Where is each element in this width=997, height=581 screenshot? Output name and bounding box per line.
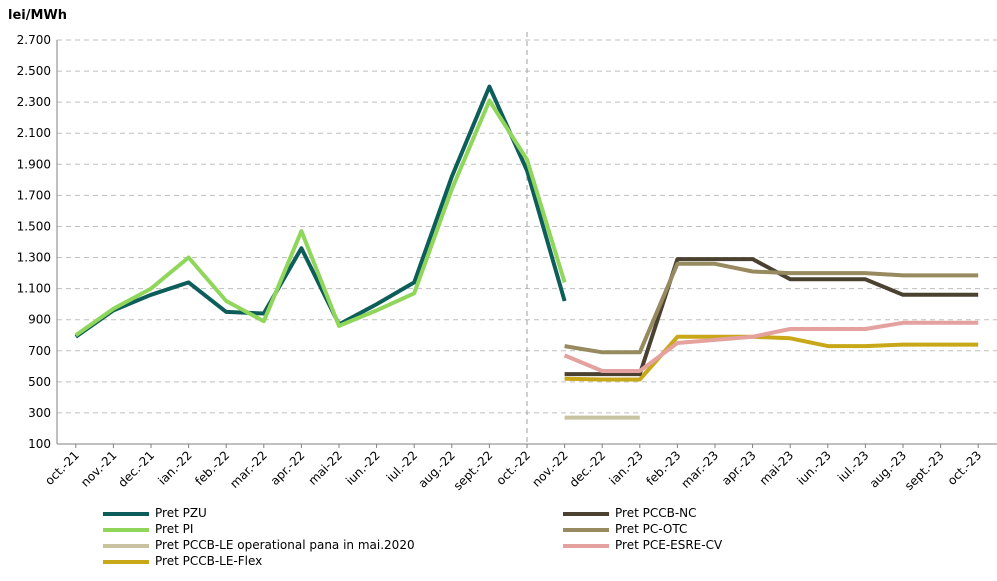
legend-swatch: [103, 544, 149, 548]
x-tick-label: sept.-22: [451, 448, 496, 493]
legend-swatch: [103, 560, 149, 564]
legend-label: Pret PCE-ESRE-CV: [615, 538, 723, 552]
x-tick-label: oct.-23: [945, 448, 985, 488]
x-tick-label: iul.-22: [384, 448, 421, 485]
series-line-pret-pccb-le-flex: [564, 334, 979, 382]
x-tick-label: apr.-22: [268, 448, 308, 488]
x-tick-label: oct.-22: [493, 448, 533, 488]
x-tick-label: iun.-22: [343, 448, 383, 488]
x-tick-label: ian.-23: [607, 448, 646, 487]
y-tick-label: 1.300: [17, 251, 51, 265]
series-line-pret-pce-esre-cv: [563, 320, 979, 373]
legend-label: Pret PCCB-NC: [615, 506, 697, 520]
y-axis-unit-label: lei/MWh: [8, 8, 68, 23]
y-tick-label: 1.900: [17, 157, 51, 171]
series-line-pret-pccb-nc: [564, 257, 979, 377]
series-line-pret-pzu: [74, 84, 567, 339]
legend-swatch: [103, 528, 149, 532]
x-tick-label: iun.-23: [794, 448, 834, 488]
legend-label: Pret PC-OTC: [615, 522, 688, 536]
series-line-pret-pi: [74, 98, 567, 337]
legend-label: Pret PI: [155, 522, 194, 536]
y-tick-label: 100: [28, 437, 51, 451]
x-tick-label: iul.-23: [835, 448, 872, 485]
legend-label: Pret PCCB-LE operational pana in mai.202…: [155, 538, 415, 552]
legend-swatch: [563, 512, 609, 516]
line-chart: 2.700 2.500 2.300 2.100 1.900 1.700 1.500 1.300…: [17, 32, 997, 493]
x-tick-label: dec.-21: [115, 448, 157, 490]
x-tick-label: feb.-22: [192, 448, 232, 488]
y-tick-label: 2.500: [17, 64, 51, 78]
y-tick-label: 2.100: [17, 126, 51, 140]
x-tick-label: nov.-21: [78, 448, 119, 489]
legend-swatch: [563, 528, 609, 532]
legend-label: Pret PZU: [155, 506, 207, 520]
x-tick-label: apr.-23: [719, 448, 759, 488]
y-tick-label: 1.700: [17, 188, 51, 202]
legend-label: Pret PCCB-LE-Flex: [155, 554, 263, 568]
x-tick-label: ian.-22: [155, 448, 194, 487]
legend-swatch: [103, 512, 149, 516]
x-tick-label: nov.-22: [529, 448, 570, 489]
y-tick-label: 700: [28, 344, 51, 358]
x-tick-label: feb.-23: [643, 448, 683, 488]
x-tick-label: mar.-22: [227, 448, 270, 491]
y-tick-label: 2.700: [17, 33, 51, 47]
x-tick-label: sept.-23: [902, 448, 947, 493]
x-tick-label: mar.-23: [678, 448, 721, 491]
series-line-pret-pc-otc: [564, 261, 979, 355]
x-tick-label: oct.-21: [42, 448, 82, 488]
y-tick-label: 2.300: [17, 95, 51, 109]
y-tick-label: 1.500: [17, 219, 51, 233]
y-tick-label: 300: [28, 406, 51, 420]
y-tick-label: 1.100: [17, 282, 51, 296]
x-tick-label: dec.-22: [567, 448, 609, 490]
x-tick-label: mai-23: [757, 448, 797, 488]
y-tick-label: 500: [28, 375, 51, 389]
legend-swatch: [563, 544, 609, 548]
x-tick-label: mai-22: [306, 448, 346, 488]
y-tick-label: 900: [28, 313, 51, 327]
